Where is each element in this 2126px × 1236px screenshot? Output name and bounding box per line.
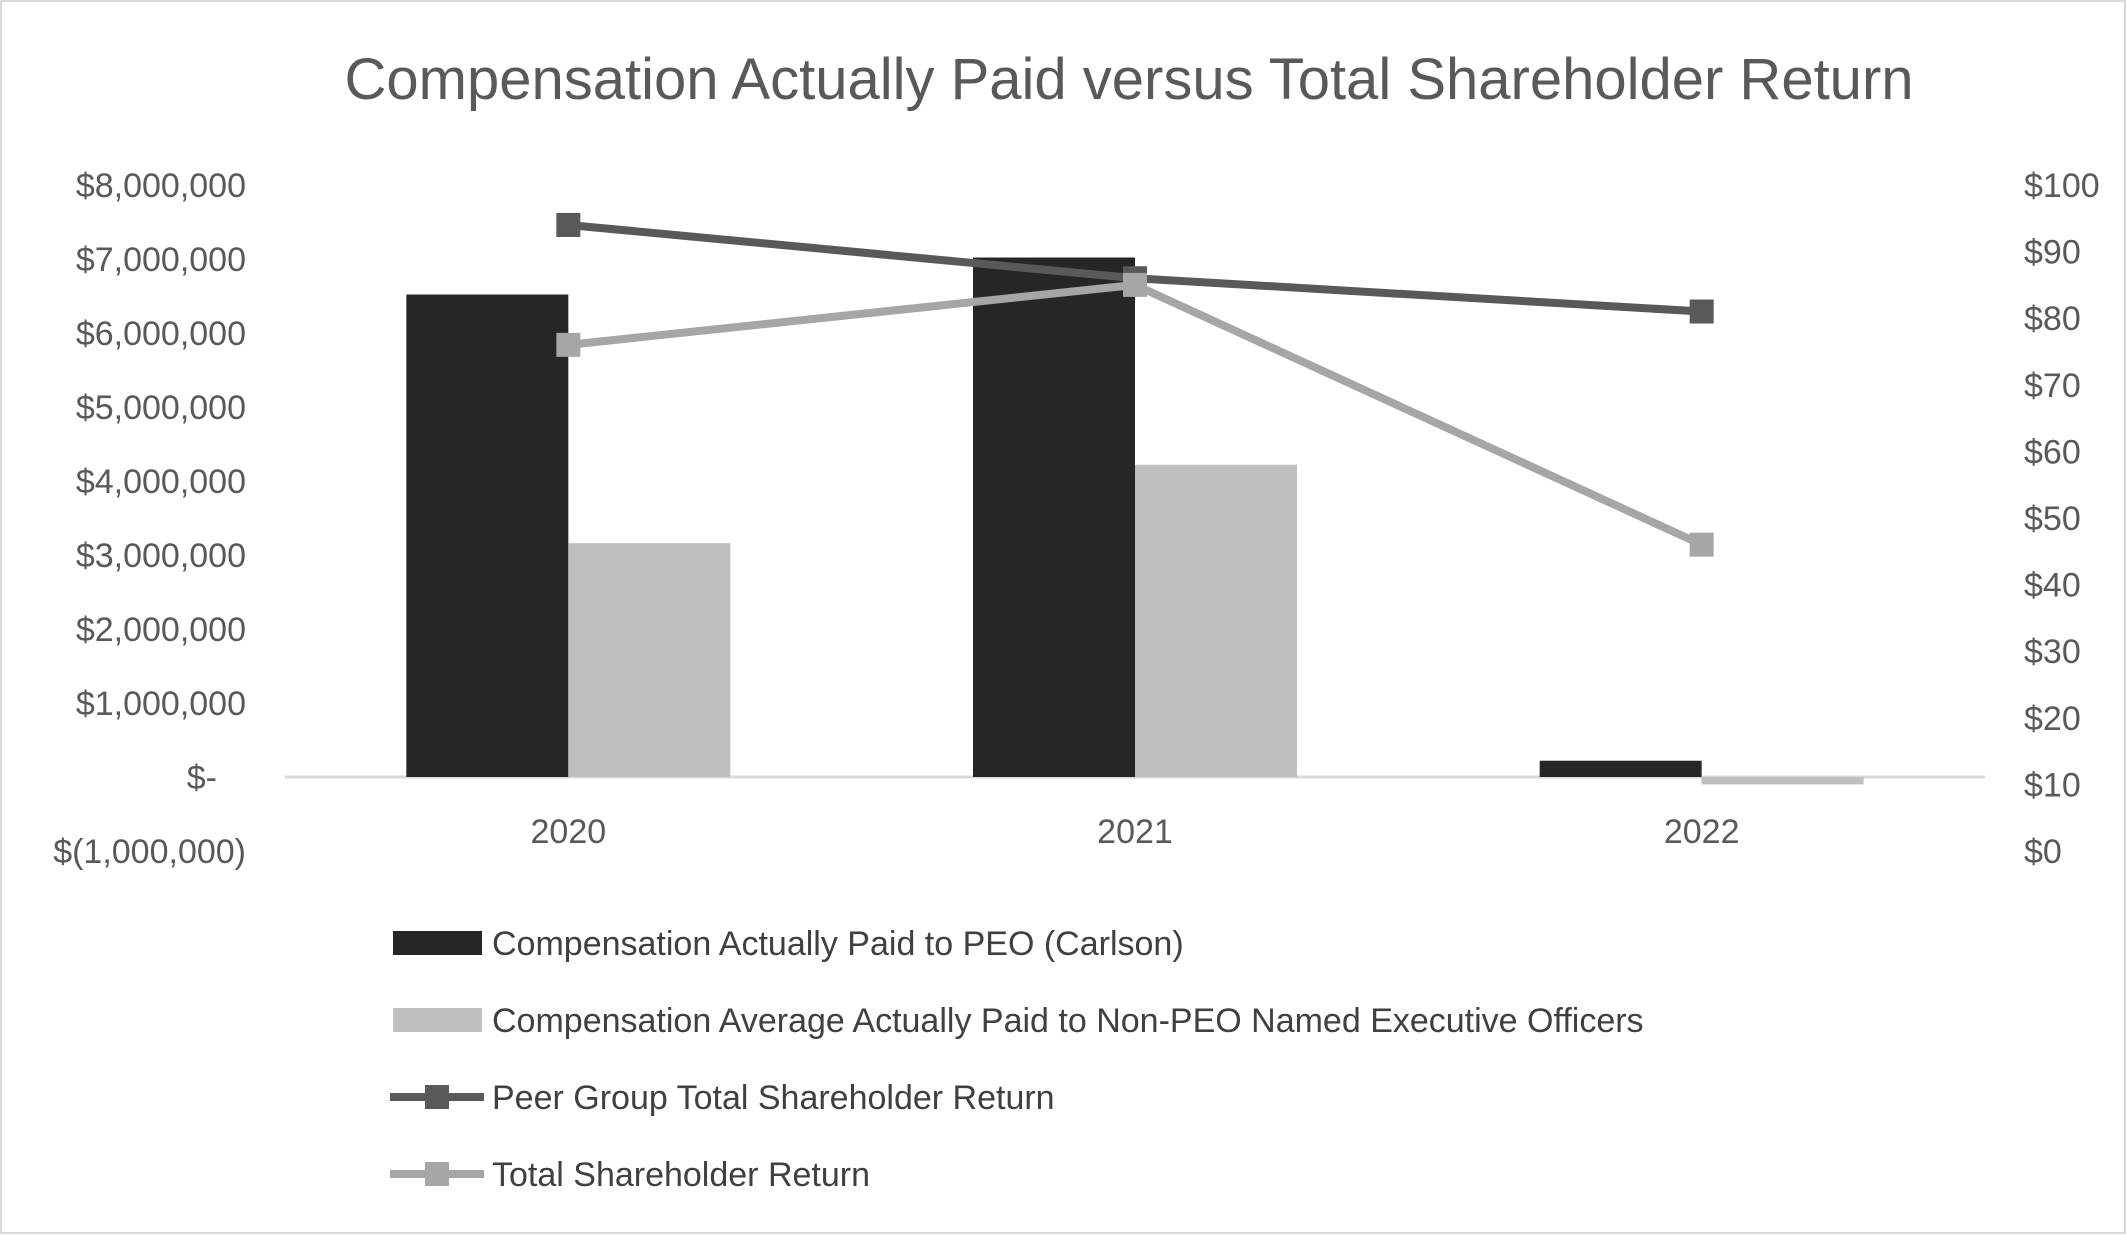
marker-peer-group-tsr-2020 <box>556 212 581 237</box>
right-axis-tick-label: $100 <box>2024 167 2100 205</box>
marker-tsr-2022 <box>1689 532 1714 557</box>
left-axis-tick-label: $6,000,000 <box>76 315 246 353</box>
right-axis-tick-label: $80 <box>2024 300 2081 338</box>
right-axis-tick-label: $20 <box>2024 700 2081 738</box>
bar-non-peo-2022 <box>1701 777 1864 785</box>
left-axis-tick-label: $- <box>187 759 217 797</box>
category-label: 2021 <box>1097 813 1173 851</box>
chart-title: Compensation Actually Paid versus Total … <box>344 47 1913 112</box>
legend-label: Compensation Actually Paid to PEO (Carls… <box>492 925 1184 963</box>
left-axis-tick-label: $8,000,000 <box>76 167 246 205</box>
legend-marker <box>425 1162 449 1186</box>
right-axis-tick-label: $0 <box>2024 833 2062 871</box>
marker-peer-group-tsr-2022 <box>1689 299 1714 324</box>
legend-label: Peer Group Total Shareholder Return <box>492 1079 1055 1117</box>
bar-peo-2021 <box>973 257 1135 777</box>
bar-peo-2020 <box>406 294 569 777</box>
marker-tsr-2020 <box>556 332 581 357</box>
left-axis-tick-label: $5,000,000 <box>76 389 246 427</box>
legend-swatch <box>393 931 482 955</box>
left-axis-tick-label: $3,000,000 <box>76 537 246 575</box>
right-axis-tick-label: $40 <box>2024 567 2081 605</box>
right-axis-tick-label: $50 <box>2024 500 2081 538</box>
right-axis-tick-label: $60 <box>2024 433 2081 471</box>
legend-swatch <box>393 1008 482 1032</box>
category-label: 2020 <box>531 813 607 851</box>
left-axis-tick-label: $(1,000,000) <box>53 833 246 871</box>
left-axis-tick-label: $2,000,000 <box>76 611 246 649</box>
right-axis-tick-label: $10 <box>2024 766 2081 804</box>
right-axis-tick-label: $30 <box>2024 633 2081 671</box>
left-axis: $(1,000,000) $- $1,000,000 $2,000,000 $3,000… <box>53 167 246 871</box>
left-axis-tick-label: $7,000,000 <box>76 241 246 279</box>
right-axis-tick-label: $70 <box>2024 367 2081 405</box>
bar-non-peo-2020 <box>568 543 731 777</box>
line-series <box>556 212 1714 557</box>
left-axis-tick-label: $1,000,000 <box>76 685 246 723</box>
bar-series <box>406 257 1864 785</box>
legend: Compensation Actually Paid to PEO (Carls… <box>390 925 1644 1194</box>
legend-label: Compensation Average Actually Paid to No… <box>492 1002 1644 1040</box>
x-axis: 2020 2021 2022 <box>531 813 1740 851</box>
bar-non-peo-2021 <box>1135 464 1297 777</box>
right-axis: $0 $10 $20 $30 $40 $50 $60 $70 $80 $90 $100 <box>2024 167 2100 871</box>
category-label: 2022 <box>1664 813 1740 851</box>
marker-tsr-2021 <box>1123 272 1147 297</box>
legend-marker <box>425 1085 449 1109</box>
right-axis-tick-label: $90 <box>2024 234 2081 272</box>
legend-label: Total Shareholder Return <box>492 1156 870 1194</box>
bar-peo-2022 <box>1539 760 1702 777</box>
left-axis-tick-label: $4,000,000 <box>76 463 246 501</box>
